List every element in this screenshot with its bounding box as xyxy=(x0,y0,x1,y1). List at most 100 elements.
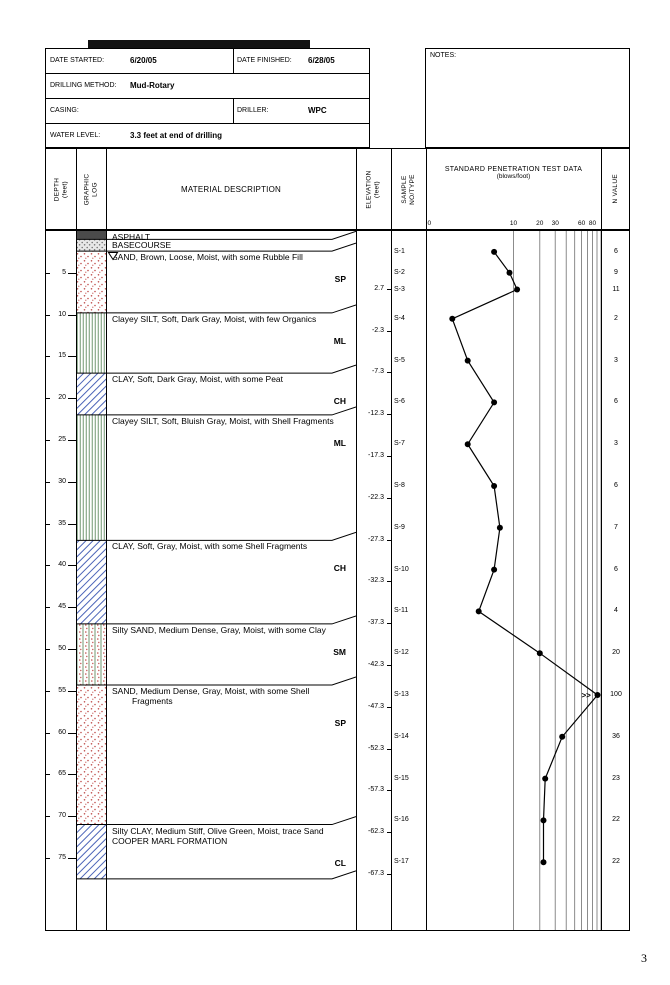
date-started-label: DATE STARTED: xyxy=(50,57,105,64)
elevation-tick xyxy=(387,288,391,290)
n-value: 3 xyxy=(614,440,618,448)
depth-tick-label: 75 xyxy=(58,854,66,861)
sample-id: S-8 xyxy=(394,481,405,489)
depth-tick-label: 15 xyxy=(58,352,66,360)
spt-data-point xyxy=(536,650,543,657)
sample-id: S-9 xyxy=(394,523,405,531)
depth-tick xyxy=(68,565,76,567)
layer-description: Silty CLAY, Medium Stiff, Olive Green, M… xyxy=(112,826,337,846)
n-value: 9 xyxy=(614,268,618,276)
elevation-label: 2.7 xyxy=(374,284,384,292)
depth-tick xyxy=(46,565,50,567)
notes-label: NOTES: xyxy=(430,52,457,59)
depth-tick xyxy=(46,732,50,734)
top-banner-remnant xyxy=(88,40,310,48)
depth-tick xyxy=(68,858,76,859)
spt-data-point xyxy=(559,733,566,740)
n-value: 6 xyxy=(614,481,618,489)
graphic-log-silty_sand xyxy=(76,623,106,685)
depth-tick-label: 65 xyxy=(58,770,66,778)
divider xyxy=(46,123,369,124)
column-divider xyxy=(601,231,602,930)
depth-tick xyxy=(68,314,76,316)
elevation-tick xyxy=(387,832,391,834)
elevation-label: -32.3 xyxy=(368,577,384,585)
layer-description-line2: COOPER MARL FORMATION xyxy=(112,835,228,846)
casing-label: CASING: xyxy=(50,107,79,114)
sample-id: S-5 xyxy=(394,356,405,364)
spt-offscale-marker: >> xyxy=(582,691,592,700)
elevation-tick xyxy=(387,874,391,875)
water-level-icon xyxy=(107,251,119,261)
layer-boundary-lines xyxy=(106,231,356,880)
elevation-tick xyxy=(387,623,391,625)
column-divider xyxy=(76,231,77,930)
depth-tick xyxy=(46,314,50,316)
elevation-label: -2.3 xyxy=(371,326,384,334)
elevation-label: -12.3 xyxy=(368,410,384,418)
elevation-label: -62.3 xyxy=(368,828,384,836)
column-header-band: DEPTH (feet) GRAPHIC LOG MATERIAL DESCRI… xyxy=(45,148,630,230)
sample-id: S-3 xyxy=(394,285,405,293)
elevation-tick xyxy=(387,581,391,583)
elevation-tick xyxy=(387,748,391,750)
graphic-log-header: GRAPHIC LOG xyxy=(76,149,106,229)
n-value: 3 xyxy=(614,356,618,364)
elevation-tick xyxy=(387,330,391,332)
depth-tick-label: 45 xyxy=(58,603,66,611)
graphic-log-silt xyxy=(76,414,106,541)
date-started-value: 6/20/05 xyxy=(130,56,157,65)
driller-value: WPC xyxy=(308,106,327,115)
sample-id: S-11 xyxy=(394,607,409,615)
layer-description: Clayey SILT, Soft, Dark Gray, Moist, wit… xyxy=(112,313,317,324)
spt-data-point xyxy=(540,817,547,824)
depth-tick xyxy=(68,440,76,441)
elevation-label: -7.3 xyxy=(371,368,384,376)
depth-tick xyxy=(46,816,50,818)
n-value: 23 xyxy=(612,774,620,782)
elevation-tick xyxy=(387,665,391,666)
drilling-method-label: DRILLING METHOD: xyxy=(50,82,117,89)
layer-description: BASECOURSE xyxy=(112,240,172,251)
material-description-header: MATERIAL DESCRIPTION xyxy=(106,149,356,229)
elevation-label: -52.3 xyxy=(368,744,384,752)
depth-tick xyxy=(46,272,50,274)
column-divider xyxy=(426,231,427,930)
depth-tick-label: 10 xyxy=(58,310,66,318)
spt-axis-label: 30 xyxy=(552,220,560,227)
sample-id: S-17 xyxy=(394,858,409,866)
uscs-symbol: SP xyxy=(334,718,346,728)
spt-data-point xyxy=(496,524,503,531)
column-divider xyxy=(106,231,107,930)
n-value: 6 xyxy=(614,398,618,406)
n-value: 100 xyxy=(610,690,622,698)
elevation-tick xyxy=(387,456,391,457)
n-value-header: N VALUE xyxy=(601,149,631,229)
elevation-label: -67.3 xyxy=(368,870,384,877)
n-value: 2 xyxy=(614,314,618,322)
spt-data-point xyxy=(464,441,471,448)
spt-data-point xyxy=(491,483,498,489)
spt-data-point xyxy=(449,315,456,322)
depth-tick xyxy=(68,356,76,358)
elevation-tick xyxy=(387,497,391,499)
depth-tick xyxy=(68,774,76,776)
spt-data-point xyxy=(594,692,601,698)
depth-tick xyxy=(46,481,50,483)
depth-tick-label: 70 xyxy=(58,812,66,820)
spt-units: (blows/foot) xyxy=(496,173,531,180)
depth-tick xyxy=(46,690,50,692)
depth-tick-label: 55 xyxy=(58,686,66,694)
spt-data-point xyxy=(542,775,549,782)
elevation-column: 2.7 -2.3 -7.3 -12.3 -17.3 -22.3 -27.3 -32.3 -37.… xyxy=(356,231,391,930)
spt-data-point xyxy=(491,399,498,406)
depth-tick-label: 20 xyxy=(58,394,66,402)
graphic-log-clay xyxy=(76,373,106,415)
spt-data-point xyxy=(514,286,521,293)
depth-tick xyxy=(46,649,50,650)
depth-tick xyxy=(46,858,50,859)
depth-header: DEPTH (feet) xyxy=(46,149,76,229)
depth-tick xyxy=(68,523,76,525)
uscs-symbol: SM xyxy=(333,647,346,657)
elevation-label: -17.3 xyxy=(368,452,384,459)
